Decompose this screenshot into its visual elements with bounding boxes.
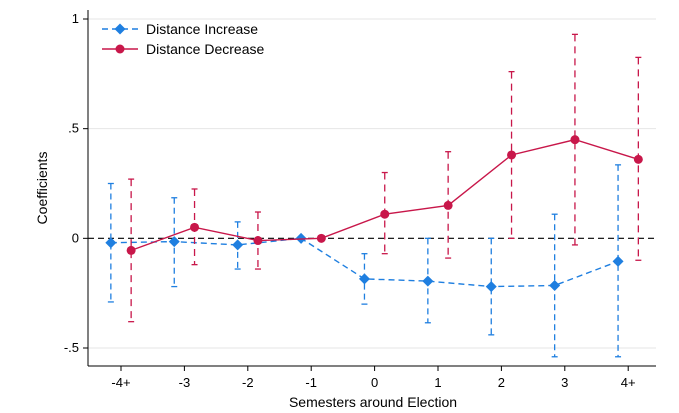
y-tick-label: 0 bbox=[72, 230, 79, 245]
series-1 bbox=[126, 33, 643, 323]
y-tick-label: 1 bbox=[72, 11, 79, 26]
legend-marker bbox=[115, 44, 125, 54]
gridlines bbox=[88, 18, 656, 349]
data-point bbox=[507, 150, 517, 160]
data-point bbox=[126, 245, 136, 255]
x-axis-title: Semesters around Election bbox=[289, 394, 457, 410]
y-tick-label: -.5 bbox=[64, 340, 79, 355]
y-tick-label: .5 bbox=[68, 121, 79, 136]
legend-label: Distance Decrease bbox=[146, 41, 264, 57]
data-point bbox=[570, 135, 580, 145]
data-point bbox=[316, 233, 326, 243]
y-axis-title: Coefficients bbox=[34, 152, 50, 225]
legend-marker bbox=[114, 23, 126, 35]
data-point bbox=[633, 154, 643, 164]
x-tick-label: -1 bbox=[305, 375, 317, 390]
x-tick-label: 1 bbox=[434, 375, 441, 390]
x-tick-label: -3 bbox=[179, 375, 191, 390]
x-tick-label: -4+ bbox=[111, 375, 130, 390]
legend: Distance Increase Distance Decrease bbox=[102, 21, 264, 57]
data-point bbox=[168, 236, 180, 248]
data-point bbox=[380, 209, 390, 219]
data-point bbox=[105, 237, 117, 249]
data-point bbox=[485, 281, 497, 293]
x-tick-label: 2 bbox=[498, 375, 505, 390]
data-point bbox=[549, 279, 561, 291]
x-tick-label: 3 bbox=[561, 375, 568, 390]
x-axis: -4+ -3 -2 -1 0 1 2 3 4+ bbox=[88, 365, 656, 390]
data-point bbox=[253, 236, 263, 246]
x-tick-label: 0 bbox=[371, 375, 378, 390]
data-point bbox=[190, 222, 200, 232]
data-point bbox=[443, 200, 453, 210]
data-point bbox=[358, 273, 370, 285]
series-0 bbox=[105, 164, 624, 358]
x-tick-label: 4+ bbox=[621, 375, 636, 390]
series-layer bbox=[105, 33, 643, 358]
y-axis: -.5 0 .5 1 bbox=[64, 10, 89, 366]
data-point bbox=[232, 239, 244, 251]
legend-label: Distance Increase bbox=[146, 21, 258, 37]
data-point bbox=[422, 275, 434, 287]
data-point bbox=[295, 232, 307, 244]
x-tick-label: -2 bbox=[242, 375, 254, 390]
data-point bbox=[612, 255, 624, 267]
